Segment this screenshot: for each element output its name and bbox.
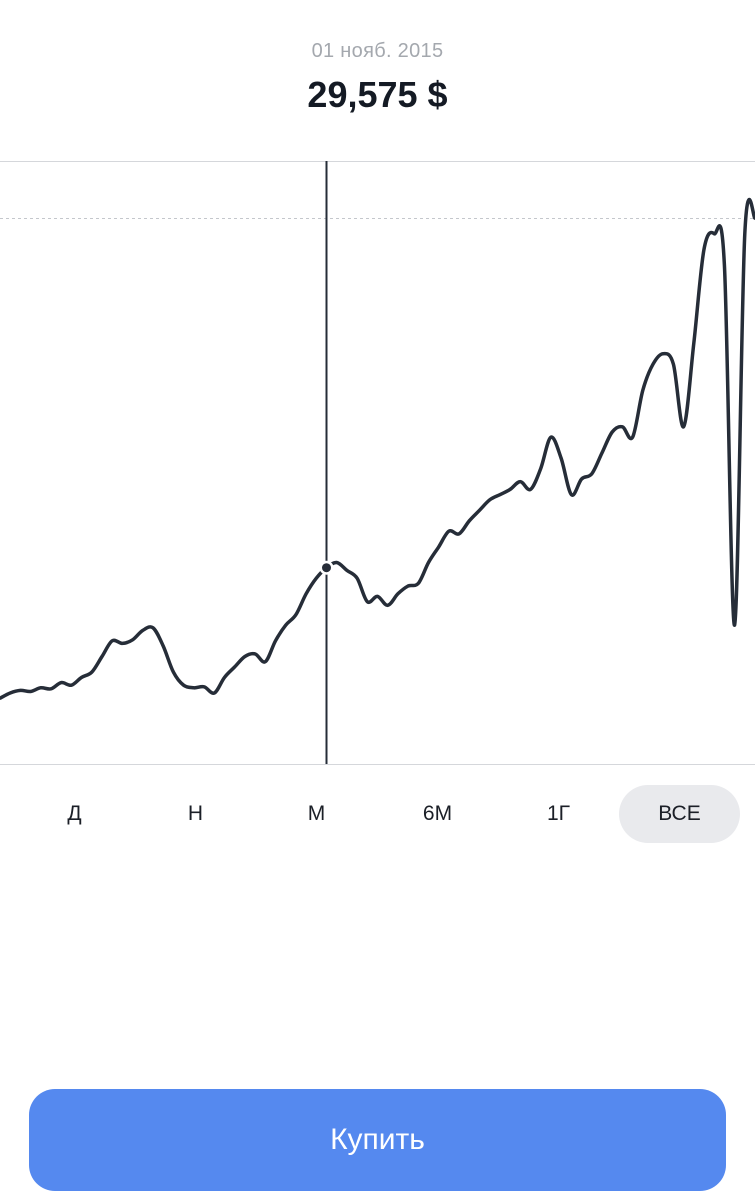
selected-price: 29,575 $ <box>307 74 448 115</box>
period-selector: Д Н М 6М 1Г ВСЕ <box>0 785 755 843</box>
selected-point[interactable] <box>322 563 331 573</box>
selected-date: 01 нояб. 2015 <box>311 40 444 62</box>
period-month-button[interactable]: М <box>307 802 326 825</box>
chart-layer <box>0 161 755 764</box>
period-week-button[interactable]: Н <box>187 802 204 825</box>
price-chart[interactable] <box>0 160 755 770</box>
period-6-months-button[interactable]: 6М <box>422 802 453 825</box>
price-line <box>0 197 755 700</box>
period-all-button[interactable]: ВСЕ <box>619 785 740 843</box>
buy-button[interactable]: Купить <box>29 1089 726 1191</box>
period-year-button[interactable]: 1Г <box>546 802 571 825</box>
price-chart-svg[interactable] <box>0 160 755 770</box>
period-day-button[interactable]: Д <box>67 802 82 825</box>
